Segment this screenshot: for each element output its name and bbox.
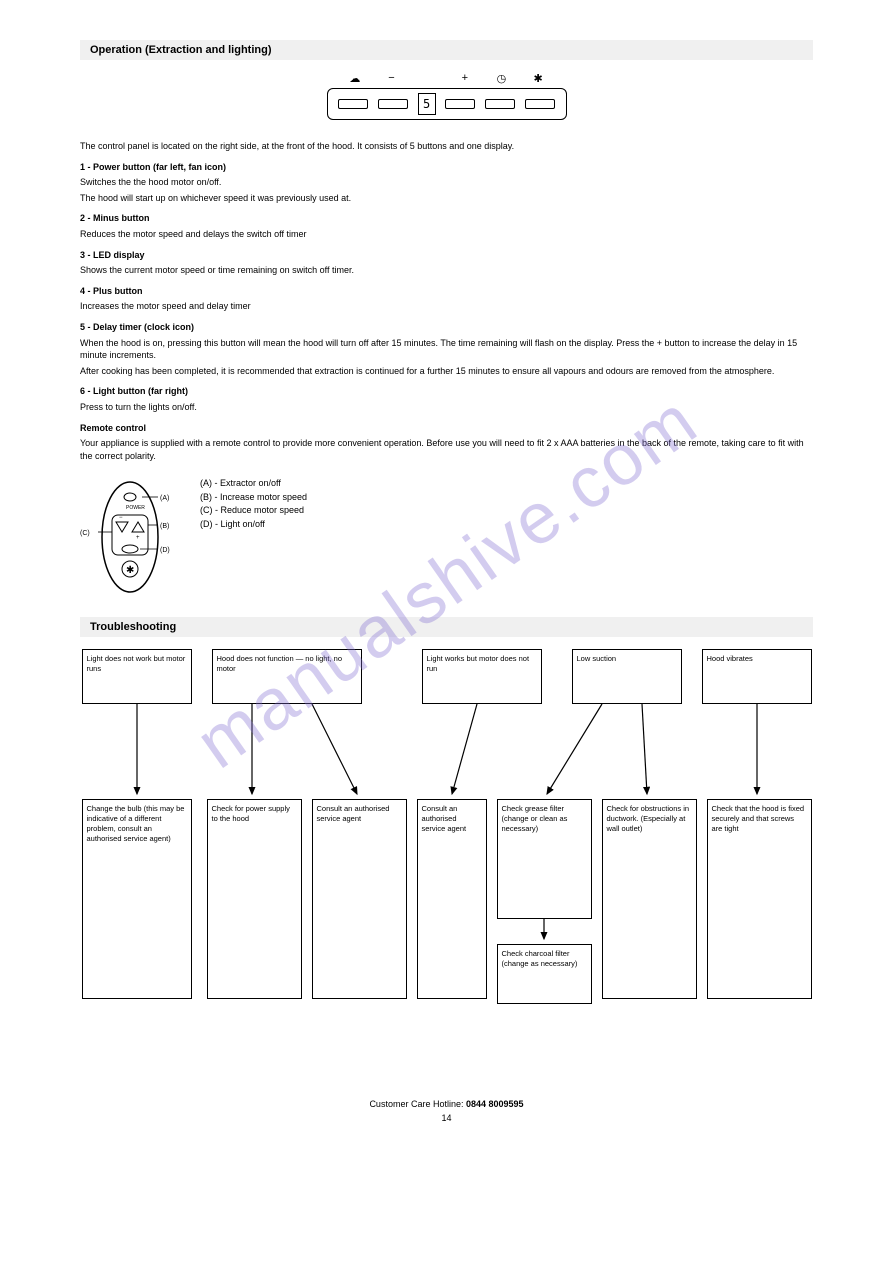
- clock-icon: ◷: [486, 72, 516, 85]
- hotline-label: Customer Care Hotline:: [369, 1099, 463, 1109]
- troubleshooting-flowchart: Light does not work but motor runs Hood …: [82, 649, 812, 1069]
- fc-b3b: Consult an authorised service agent: [417, 799, 487, 999]
- svg-text:(B): (B): [160, 523, 169, 530]
- remote-b: (B) - Increase motor speed: [200, 491, 307, 505]
- plus-text: Increases the motor speed and delay time…: [80, 300, 813, 313]
- power-line2: The hood will start up on whichever spee…: [80, 192, 813, 205]
- svg-text:(D): (D): [160, 547, 170, 554]
- page-content: Operation (Extraction and lighting) ☁ − …: [0, 0, 893, 1163]
- svg-text:−: −: [119, 515, 123, 521]
- remote-a: (A) - Extractor on/off: [200, 477, 307, 491]
- svg-text:(C): (C): [80, 530, 90, 537]
- section-header-operation: Operation (Extraction and lighting): [80, 40, 813, 60]
- light-text: Press to turn the lights on/off.: [80, 401, 813, 414]
- fan-icon: ☁: [340, 72, 370, 85]
- fc-b5: Check for obstructions in ductwork. (Esp…: [602, 799, 697, 999]
- remote-intro: Your appliance is supplied with a remote…: [80, 437, 813, 462]
- panel-button-1: [338, 99, 368, 109]
- plus-heading: 4 - Plus button: [80, 285, 813, 298]
- panel-button-5: [525, 99, 555, 109]
- remote-labels: (A) - Extractor on/off (B) - Increase mo…: [200, 477, 307, 531]
- spacer: [413, 72, 443, 85]
- panel-display: 5: [418, 93, 436, 115]
- timer-heading: 5 - Delay timer (clock icon): [80, 321, 813, 334]
- timer-line1: When the hood is on, pressing this butto…: [80, 337, 813, 362]
- fc-b1: Change the bulb (this may be indicative …: [82, 799, 192, 999]
- power-heading: 1 - Power button (far left, fan icon): [80, 161, 813, 174]
- minus-heading: 2 - Minus button: [80, 212, 813, 225]
- panel-button-2: [378, 99, 408, 109]
- minus-text: Reduces the motor speed and delays the s…: [80, 228, 813, 241]
- minus-icon: −: [376, 72, 406, 85]
- fc-b6: Check that the hood is fixed securely an…: [707, 799, 812, 999]
- control-panel-illustration: ☁ − + ◷ ✱ 5: [327, 72, 567, 120]
- fc-b4top: Check grease filter (change or clean as …: [497, 799, 592, 919]
- power-line1: Switches the the hood motor on/off.: [80, 176, 813, 189]
- hotline-number: 0844 8009595: [466, 1099, 524, 1109]
- svg-text:POWER: POWER: [126, 505, 145, 511]
- fc-top1: Light does not work but motor runs: [82, 649, 192, 704]
- fc-b2: Check for power supply to the hood: [207, 799, 302, 999]
- remote-heading: Remote control: [80, 422, 813, 435]
- panel-button-4: [485, 99, 515, 109]
- operation-body: The control panel is located on the righ…: [80, 140, 813, 462]
- fc-b4bot: Check charcoal filter (change as necessa…: [497, 944, 592, 1004]
- remote-illustration: POWER − + ✱ (A) (B) (C) (D): [80, 477, 180, 597]
- timer-line2: After cooking has been completed, it is …: [80, 365, 813, 378]
- fc-top4: Low suction: [572, 649, 682, 704]
- display-text: Shows the current motor speed or time re…: [80, 264, 813, 277]
- svg-text:(A): (A): [160, 495, 169, 502]
- remote-c: (C) - Reduce motor speed: [200, 504, 307, 518]
- plus-icon: +: [450, 72, 480, 85]
- light-heading: 6 - Light button (far right): [80, 385, 813, 398]
- intro-para: The control panel is located on the righ…: [80, 140, 813, 153]
- fc-top3: Light works but motor does not run: [422, 649, 542, 704]
- display-heading: 3 - LED display: [80, 249, 813, 262]
- section-header-troubleshooting: Troubleshooting: [80, 617, 813, 637]
- fc-top5: Hood vibrates: [702, 649, 812, 704]
- fc-top2: Hood does not function — no light, no mo…: [212, 649, 362, 704]
- remote-d: (D) - Light on/off: [200, 518, 307, 532]
- panel-button-3: [445, 99, 475, 109]
- page-number: 14: [80, 1113, 813, 1123]
- fc-b3: Consult an authorised service agent: [312, 799, 407, 999]
- svg-text:✱: ✱: [126, 565, 134, 576]
- light-icon: ✱: [523, 72, 553, 85]
- remote-section: POWER − + ✱ (A) (B) (C) (D) (A) - Extrac…: [80, 477, 813, 597]
- svg-text:+: +: [136, 535, 140, 541]
- page-footer: Customer Care Hotline: 0844 8009595 14: [80, 1099, 813, 1123]
